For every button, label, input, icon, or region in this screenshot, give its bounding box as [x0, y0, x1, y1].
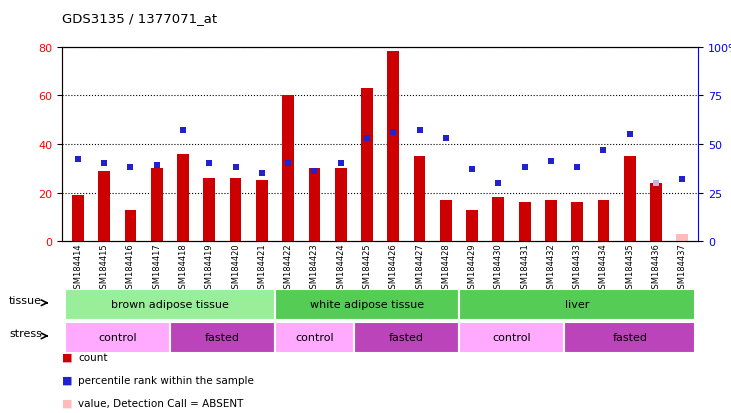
Text: brown adipose tissue: brown adipose tissue: [111, 299, 229, 310]
Text: control: control: [492, 332, 531, 343]
Text: GSM184436: GSM184436: [651, 243, 661, 294]
Text: GSM184429: GSM184429: [468, 243, 477, 294]
Text: GSM184416: GSM184416: [126, 243, 135, 294]
Text: GSM184432: GSM184432: [547, 243, 556, 294]
Text: GSM184425: GSM184425: [363, 243, 371, 294]
Bar: [493, 198, 504, 242]
Text: GSM184419: GSM184419: [205, 243, 213, 294]
Bar: [65, 289, 275, 320]
Text: GSM184414: GSM184414: [73, 243, 83, 294]
Bar: [414, 157, 425, 242]
Text: fasted: fasted: [613, 332, 647, 343]
Text: white adipose tissue: white adipose tissue: [310, 299, 424, 310]
Text: GSM184423: GSM184423: [310, 243, 319, 294]
Text: value, Detection Call = ABSENT: value, Detection Call = ABSENT: [78, 398, 243, 408]
Bar: [676, 234, 689, 242]
Bar: [624, 157, 636, 242]
Bar: [466, 210, 478, 242]
Bar: [459, 322, 564, 353]
Bar: [177, 154, 189, 242]
Bar: [275, 322, 354, 353]
Bar: [308, 169, 320, 242]
Bar: [203, 178, 215, 242]
Text: GSM184430: GSM184430: [494, 243, 503, 294]
Bar: [572, 203, 583, 242]
Bar: [335, 169, 346, 242]
Text: tissue: tissue: [9, 295, 42, 305]
Bar: [354, 322, 459, 353]
Bar: [151, 169, 163, 242]
Text: ■: ■: [62, 352, 72, 362]
Bar: [72, 195, 84, 242]
Text: fasted: fasted: [205, 332, 240, 343]
Text: GSM184437: GSM184437: [678, 243, 687, 294]
Text: GSM184420: GSM184420: [231, 243, 240, 294]
Text: GSM184426: GSM184426: [389, 243, 398, 294]
Text: GSM184424: GSM184424: [336, 243, 345, 294]
Bar: [597, 200, 610, 242]
Bar: [256, 181, 268, 242]
Text: GSM184422: GSM184422: [284, 243, 292, 294]
Text: GSM184418: GSM184418: [178, 243, 188, 294]
Text: GSM184428: GSM184428: [442, 243, 450, 294]
Text: GSM184415: GSM184415: [99, 243, 109, 294]
Text: GSM184435: GSM184435: [625, 243, 635, 294]
Bar: [440, 200, 452, 242]
Text: ■: ■: [62, 398, 72, 408]
Bar: [124, 210, 137, 242]
Text: GDS3135 / 1377071_at: GDS3135 / 1377071_at: [62, 12, 217, 25]
Bar: [170, 322, 275, 353]
Text: GSM184434: GSM184434: [599, 243, 608, 294]
Bar: [230, 178, 241, 242]
Text: stress: stress: [10, 328, 42, 338]
Text: control: control: [98, 332, 137, 343]
Text: liver: liver: [565, 299, 589, 310]
Bar: [459, 289, 695, 320]
Text: fasted: fasted: [389, 332, 424, 343]
Text: GSM184421: GSM184421: [257, 243, 266, 294]
Text: GSM184427: GSM184427: [415, 243, 424, 294]
Bar: [98, 171, 110, 242]
Bar: [361, 89, 373, 242]
Text: ■: ■: [62, 375, 72, 385]
Bar: [282, 96, 294, 242]
Text: GSM184433: GSM184433: [572, 243, 582, 294]
Bar: [564, 322, 695, 353]
Bar: [545, 200, 557, 242]
Text: GSM184431: GSM184431: [520, 243, 529, 294]
Text: percentile rank within the sample: percentile rank within the sample: [78, 375, 254, 385]
Bar: [519, 203, 531, 242]
Bar: [275, 289, 459, 320]
Text: count: count: [78, 352, 107, 362]
Text: GSM184417: GSM184417: [152, 243, 162, 294]
Bar: [387, 52, 399, 242]
Bar: [650, 183, 662, 242]
Bar: [65, 322, 170, 353]
Text: control: control: [295, 332, 334, 343]
